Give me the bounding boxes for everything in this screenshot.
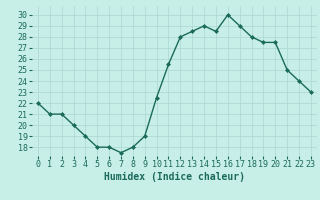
X-axis label: Humidex (Indice chaleur): Humidex (Indice chaleur) — [104, 172, 245, 182]
